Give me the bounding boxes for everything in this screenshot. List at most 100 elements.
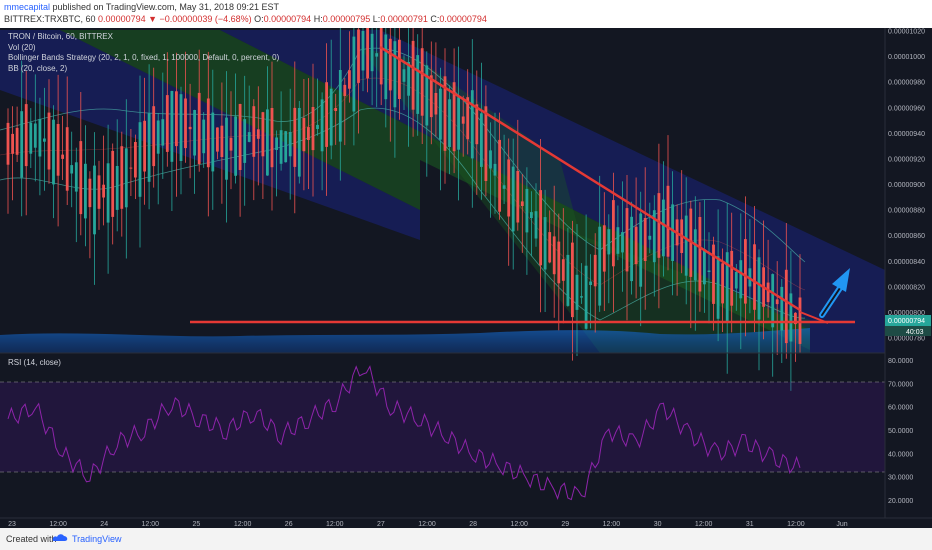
- candle-body: [662, 199, 665, 257]
- candle-body: [725, 252, 729, 323]
- legend-volume[interactable]: Vol (20): [8, 42, 36, 52]
- candle-body: [593, 254, 597, 287]
- time-tick-label: 31: [746, 521, 754, 528]
- candle-body: [534, 211, 538, 239]
- breakout-arrow[interactable]: [819, 268, 850, 318]
- candle-body: [589, 281, 592, 285]
- candle-body: [352, 36, 356, 112]
- rsi-tick-label: 60.0000: [888, 405, 913, 412]
- candle-body: [270, 108, 274, 168]
- candle-body: [216, 127, 219, 152]
- candle-body: [780, 286, 784, 331]
- candle-body: [266, 109, 269, 176]
- candle-body: [707, 270, 711, 272]
- candle-body: [461, 116, 465, 124]
- candle-body: [407, 62, 410, 96]
- candle-body: [379, 28, 383, 85]
- candle-body: [357, 29, 360, 83]
- legend-symbol[interactable]: TRON / Bitcoin, 60, BITTREX: [8, 32, 113, 41]
- candle-body: [33, 123, 37, 148]
- created-with-text: Created with: [6, 534, 57, 544]
- high-value: 0.00000795: [322, 14, 371, 24]
- author-link[interactable]: mmecapital: [4, 2, 51, 12]
- price-change: ▼ −0.00000039 (−4.68%): [148, 14, 252, 24]
- legend-bb[interactable]: BB (20, close, 2): [8, 63, 68, 73]
- price-tick-label: 0.00000780: [888, 336, 925, 343]
- candle-body: [693, 229, 697, 281]
- candle-body: [584, 265, 588, 329]
- publish-line: mmecapital published on TradingView.com,…: [4, 2, 279, 12]
- candle-body: [439, 88, 442, 140]
- candle-body: [338, 70, 342, 142]
- price-axis[interactable]: 0.00001020 0.00001000 0.00000980 0.00000960…: [888, 29, 925, 343]
- high-label: H:: [313, 14, 323, 24]
- candle-body: [15, 127, 19, 155]
- current-price-tag: [885, 315, 931, 326]
- candle-body: [79, 141, 83, 215]
- candle-body: [6, 122, 10, 165]
- candle-body: [539, 190, 542, 266]
- chart-area[interactable]: 0.00001020 0.00001000 0.00000980 0.00000960…: [0, 28, 932, 528]
- close-label: C:: [430, 14, 440, 24]
- candle-body: [252, 106, 256, 157]
- candle-body: [775, 299, 779, 305]
- legend: TRON / Bitcoin, 60, BITTREX Vol (20) Bol…: [8, 32, 279, 74]
- time-tick-label: 12:00: [510, 521, 528, 528]
- top-bar: mmecapital published on TradingView.com,…: [0, 0, 932, 28]
- bb-upper: [0, 47, 806, 263]
- candle-body: [789, 293, 793, 342]
- candle-body: [202, 119, 206, 154]
- candle-body: [425, 65, 429, 126]
- candle-body: [543, 217, 547, 270]
- candle-body: [457, 97, 460, 150]
- candle-body: [152, 106, 156, 167]
- candle-body: [124, 148, 128, 208]
- candle-body: [712, 244, 715, 304]
- candle-body: [721, 263, 724, 304]
- candle-body: [243, 119, 247, 163]
- rsi-tick-label: 20.0000: [888, 498, 913, 505]
- time-tick-label: 12:00: [142, 521, 160, 528]
- candle-body: [179, 94, 183, 161]
- channel-upper-outer: [0, 30, 420, 240]
- candle-body: [552, 236, 556, 275]
- tradingview-logo-icon[interactable]: [52, 532, 68, 544]
- symbol-label: BITTREX:TRXBTC, 60: [4, 14, 96, 24]
- candle-body: [93, 165, 96, 235]
- candle-body: [329, 88, 333, 146]
- descending-trendline[interactable]: [379, 45, 801, 312]
- candle-body: [220, 125, 224, 157]
- last-price: 0.00000794: [98, 14, 146, 24]
- candle-body: [470, 90, 474, 159]
- candle-body: [106, 163, 110, 223]
- candle-body: [184, 98, 187, 149]
- candle-body: [698, 217, 702, 292]
- candle-body: [307, 127, 310, 140]
- time-axis[interactable]: 23 12:00 24 12:00 25 12:00 26 12:00 27 12:00 28 12:…: [8, 521, 848, 528]
- chart-svg[interactable]: 0.00001020 0.00001000 0.00000980 0.00000960…: [0, 28, 932, 528]
- candle-body: [370, 33, 374, 72]
- candle-body: [334, 108, 338, 111]
- legend-strategy[interactable]: Bollinger Bands Strategy (20, 2, 1, 0, f…: [8, 53, 280, 62]
- candle-body: [261, 112, 265, 157]
- candle-body: [753, 244, 756, 310]
- candle-body: [452, 82, 456, 152]
- legend-rsi[interactable]: RSI (14, close): [8, 358, 61, 367]
- candle-body: [88, 178, 92, 208]
- candle-body: [29, 122, 33, 154]
- time-tick-label: 29: [561, 521, 569, 528]
- candle-body: [671, 204, 674, 261]
- candle-body: [566, 254, 570, 306]
- rsi-axis[interactable]: 80.0000 70.0000 60.0000 50.0000 40.0000 30.00…: [888, 358, 913, 505]
- candle-body: [56, 124, 60, 176]
- price-tick-label: 0.00000920: [888, 156, 925, 163]
- candle-body: [52, 119, 55, 185]
- candle-body: [484, 106, 488, 181]
- candle-body: [293, 107, 297, 167]
- tradingview-brand[interactable]: TradingView: [72, 534, 122, 544]
- candle-body: [621, 232, 624, 253]
- candle-body: [402, 69, 406, 82]
- candle-body: [612, 200, 615, 267]
- candle-body: [448, 99, 451, 147]
- candle-body: [311, 107, 315, 151]
